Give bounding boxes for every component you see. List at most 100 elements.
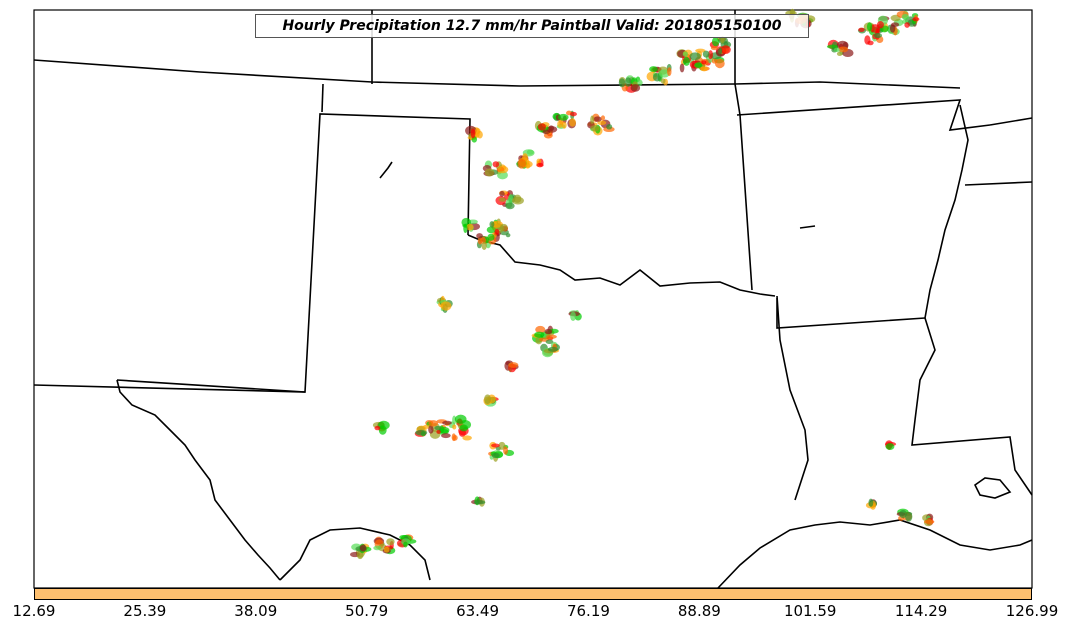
lake-nm	[379, 161, 393, 179]
paintball-blob	[867, 40, 874, 46]
paintball-blob	[537, 123, 547, 131]
paintball-blob	[494, 228, 500, 235]
paintball-blob	[505, 202, 515, 210]
border-la-ms	[911, 317, 1033, 496]
paintball-blob	[548, 125, 555, 131]
paintball-blob	[701, 60, 707, 65]
paintball-blob	[683, 56, 690, 66]
paintball-blob	[359, 544, 367, 552]
colorbar	[34, 588, 1032, 600]
paintball-blob	[535, 325, 546, 334]
paintball-blob	[660, 78, 666, 84]
map-title: Hourly Precipitation 12.7 mm/hr Paintbal…	[282, 18, 782, 34]
paintball-blob	[885, 443, 895, 450]
paintball-blob	[484, 394, 492, 405]
paintball-blob	[536, 162, 544, 168]
paintball-blob	[545, 334, 557, 339]
paintball-blob	[536, 158, 542, 164]
lake-ar	[799, 225, 816, 229]
border-tx-west	[116, 379, 306, 393]
paintball-blob	[454, 414, 467, 424]
paintball-blob	[630, 84, 641, 92]
paintball-blob	[374, 425, 381, 431]
paintball-blob	[452, 434, 458, 441]
paintball-blob	[403, 541, 408, 548]
border-co-se	[321, 83, 324, 113]
paintball-blob	[658, 69, 670, 78]
paintball-blob	[590, 125, 600, 132]
paintball-blob	[570, 311, 577, 322]
paintball-blob	[459, 424, 469, 432]
paintball-blob	[386, 538, 395, 546]
paintball-blob	[441, 433, 451, 439]
paintball-blob	[508, 194, 514, 204]
paintball-blob	[505, 233, 511, 238]
paintball-blob	[557, 120, 564, 128]
paintball-blob	[547, 346, 559, 352]
paintball-blob	[873, 32, 883, 39]
paintball-blob	[700, 66, 708, 72]
colorbar-tick-label: 12.69	[12, 602, 56, 620]
paintball-blob	[720, 45, 731, 54]
border-red-river	[467, 234, 776, 297]
paintball-blob	[415, 429, 428, 436]
paintball-blob	[836, 51, 843, 57]
paintball-blob	[422, 424, 431, 429]
paintball-blob	[868, 498, 874, 507]
paintball-blob	[695, 48, 706, 53]
colorbar-tick-label: 126.99	[1005, 602, 1059, 620]
title-box: Hourly Precipitation 12.7 mm/hr Paintbal…	[255, 14, 809, 38]
colorbar-tick-label: 101.59	[783, 602, 837, 620]
paintball-blob	[477, 236, 483, 245]
state-borders	[33, 10, 1033, 589]
paintball-blob	[899, 510, 907, 518]
paintball-blob	[593, 116, 602, 122]
border-mexico-bend	[279, 527, 431, 581]
paintball-blob	[508, 362, 519, 368]
colorbar-tick-label: 25.39	[123, 602, 167, 620]
paintball-blob	[833, 47, 840, 53]
map-frame	[33, 9, 1033, 589]
border-tn-north	[989, 117, 1033, 126]
paintball-blob	[718, 47, 723, 55]
paintball-blob	[904, 22, 910, 28]
paintball-blob	[544, 328, 553, 335]
border-ar-la	[776, 298, 926, 329]
paintball-blob	[569, 118, 576, 127]
paintball-blob	[463, 224, 468, 233]
border-missouri-north	[734, 81, 961, 89]
paintball-blob	[512, 196, 524, 205]
paintball-blob	[600, 115, 606, 121]
paintball-blob	[534, 331, 545, 338]
colorbar-tick-label: 63.49	[456, 602, 500, 620]
colorbar-tick-label: 114.29	[894, 602, 948, 620]
paintball-blob	[434, 425, 442, 431]
paintball-blob	[497, 170, 508, 180]
paintball-blob	[503, 446, 509, 455]
paintball-blob	[545, 339, 554, 345]
paintball-blob	[489, 221, 495, 228]
paintball-blob	[476, 233, 483, 239]
paintball-blob	[912, 17, 920, 22]
paintball-blob	[542, 129, 551, 135]
colorbar-tick-label: 76.19	[566, 602, 610, 620]
paintball-blob	[440, 301, 452, 311]
paintball-blob	[714, 58, 725, 69]
paintball-blob	[711, 37, 720, 47]
colorbar-tick-label: 50.79	[345, 602, 389, 620]
paintball-blob	[679, 63, 685, 73]
paintball-blob	[689, 52, 701, 61]
precipitation-paintballs	[349, 8, 935, 560]
paintball-blob	[438, 426, 450, 434]
colorbar-tick-label: 88.89	[677, 602, 721, 620]
paintball-blob	[499, 223, 508, 232]
paintball-blob	[466, 223, 474, 231]
paintball-blob	[517, 158, 527, 169]
paintball-blob	[905, 511, 913, 522]
paintball-blob	[373, 545, 382, 551]
colorbar-tick-label: 38.09	[234, 602, 278, 620]
paintball-blob	[694, 62, 703, 68]
paintball-blob	[838, 46, 849, 53]
paintball-blob	[481, 241, 487, 250]
border-gulf-coast	[717, 519, 1033, 589]
